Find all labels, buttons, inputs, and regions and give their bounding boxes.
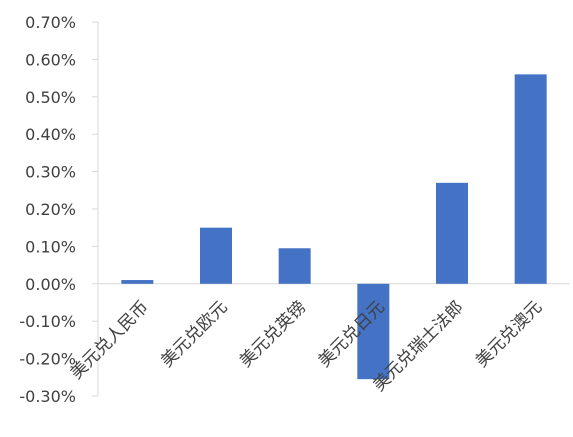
- y-tick-label: -0.20%: [19, 350, 76, 369]
- axes: [92, 21, 570, 397]
- y-tick-label: 0.50%: [25, 88, 76, 107]
- y-tick-label: 0.60%: [25, 50, 76, 69]
- bar: [436, 182, 468, 284]
- category-label: 美元兑人民币: [67, 297, 153, 383]
- y-tick-label: 0.20%: [25, 200, 76, 219]
- category-label: 美元兑欧元: [157, 297, 231, 371]
- y-tick-label: 0.70%: [25, 13, 76, 32]
- y-tick-label: -0.10%: [19, 312, 76, 331]
- y-tick-label: 0.10%: [25, 237, 76, 256]
- y-tick-label: 0.30%: [25, 163, 76, 182]
- bar: [278, 248, 311, 284]
- bar: [121, 280, 154, 284]
- y-tick-label: 0.00%: [25, 275, 76, 294]
- category-label: 美元兑澳元: [472, 297, 546, 371]
- bars: [121, 74, 547, 380]
- bar: [357, 283, 390, 380]
- bar: [514, 74, 547, 284]
- category-label: 美元兑英镑: [236, 297, 310, 371]
- bar: [200, 227, 232, 284]
- y-tick-label: -0.30%: [19, 387, 76, 406]
- y-tick-label: 0.40%: [25, 125, 76, 144]
